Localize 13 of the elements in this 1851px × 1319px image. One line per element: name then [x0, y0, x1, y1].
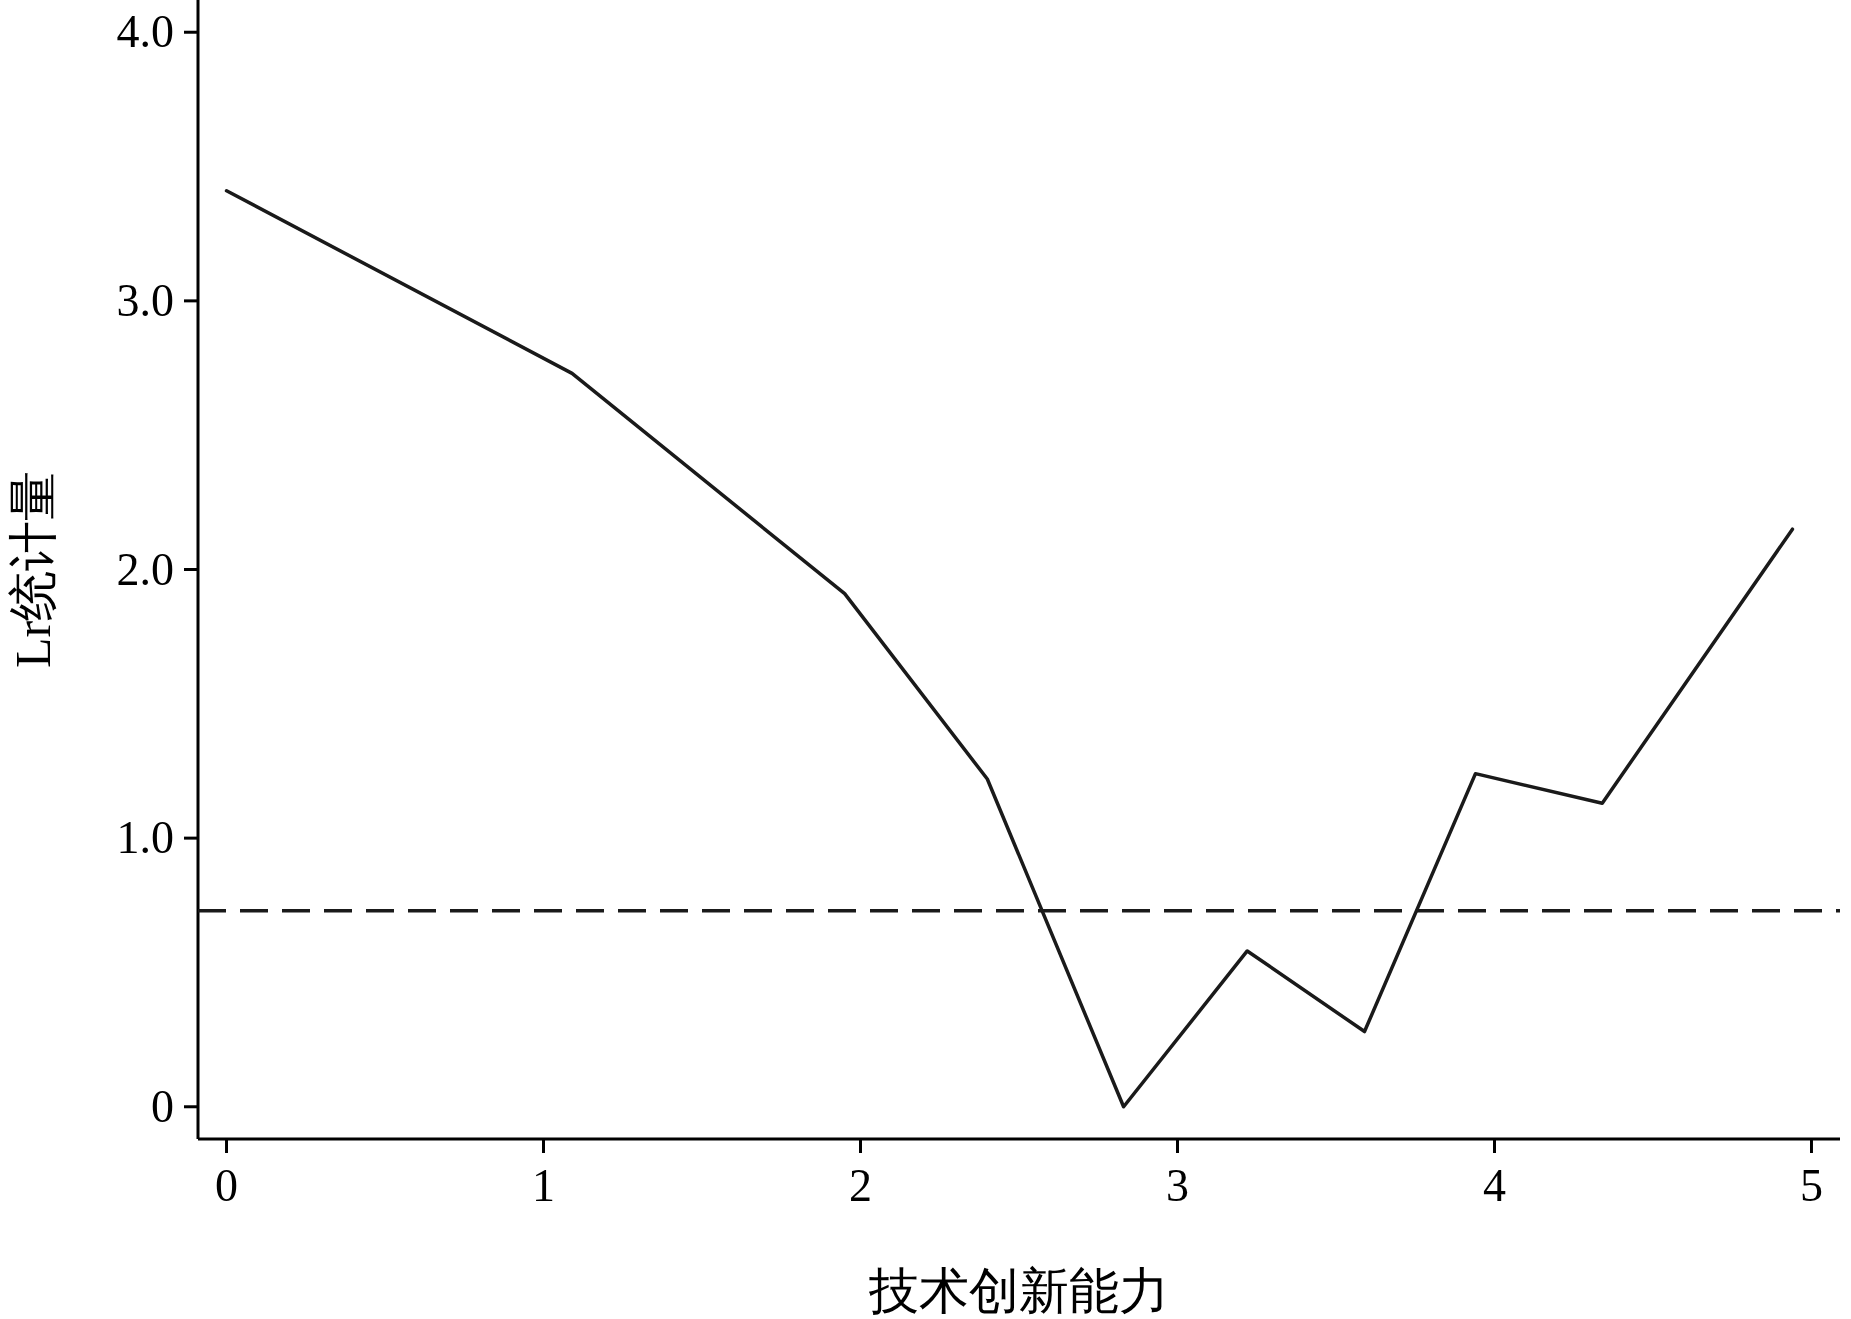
- y-tick-label: 3.0: [116, 274, 174, 326]
- x-tick-label: 5: [1799, 1160, 1823, 1211]
- y-tick-label: 0: [151, 1080, 174, 1132]
- y-axis-title: Lr统计量: [5, 470, 61, 669]
- x-tick-label: 2: [849, 1160, 873, 1211]
- y-tick-label: 1.0: [116, 812, 174, 864]
- x-tick-label: 1: [532, 1160, 556, 1211]
- x-tick-label: 4: [1482, 1160, 1506, 1211]
- y-tick-label: 2.0: [116, 543, 174, 595]
- y-tick-label: 4.0: [116, 6, 174, 58]
- x-tick-label: 0: [215, 1160, 239, 1211]
- x-axis-title: 技术创新能力: [868, 1263, 1169, 1319]
- x-tick-label: 3: [1165, 1160, 1189, 1211]
